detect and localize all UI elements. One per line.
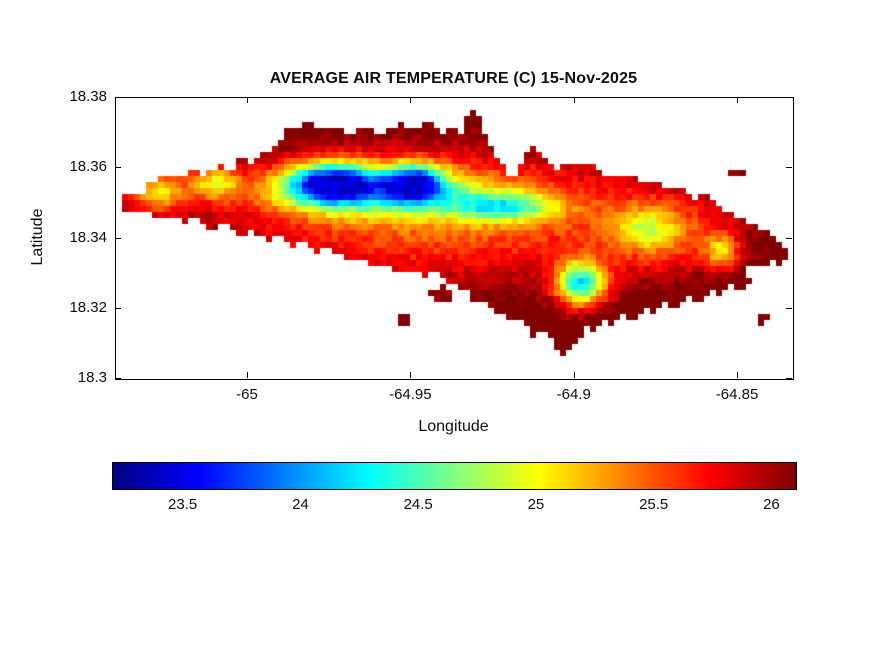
y-tick-label: 18.34 [69,228,107,246]
x-tick-mark [573,372,575,378]
y-tick-label: 18.38 [69,88,107,105]
y-tick-mark [115,307,121,309]
x-tick-label: -64.85 [715,386,759,403]
y-tick-mark [786,97,792,98]
x-tick-mark [573,97,575,103]
colorbar-tick-label: 25.5 [639,496,669,513]
y-tick-mark [786,378,792,379]
colorbar-tick-label: 24 [292,496,309,513]
x-tick-mark [410,97,412,103]
x-tick-mark [737,97,739,103]
y-tick-mark [786,307,792,309]
x-tick-label: -65 [236,386,258,403]
chart-title: AVERAGE AIR TEMPERATURE (C) 15-Nov-2025 [269,70,638,87]
x-tick-label: -64.95 [389,386,432,403]
colorbar-tick-label: 23.5 [168,496,198,513]
y-tick-label: 18.32 [69,298,107,316]
y-tick-label: 18.36 [69,158,107,176]
colorbar-tick-label: 24.5 [403,496,433,513]
x-tick-mark [737,372,739,378]
x-tick-mark [247,97,248,103]
colorbar-tick-label: 25 [527,496,545,513]
colorbar-tick-label: 26 [763,496,780,513]
x-tick-label: -64.9 [556,386,591,403]
y-tick-mark [786,237,792,239]
y-tick-mark [786,167,792,169]
y-tick-mark [115,167,121,169]
colorbar [112,462,797,490]
y-tick-mark [115,237,121,239]
heatmap-canvas [116,98,793,379]
x-tick-mark [410,372,412,378]
y-tick-label: 18.3 [77,369,107,386]
colorbar-gradient [113,463,796,489]
y-tick-mark [115,97,121,98]
y-tick-mark [115,378,121,379]
plot-area [115,97,794,380]
x-axis-label: Longitude [418,418,489,435]
x-tick-mark [247,372,248,378]
